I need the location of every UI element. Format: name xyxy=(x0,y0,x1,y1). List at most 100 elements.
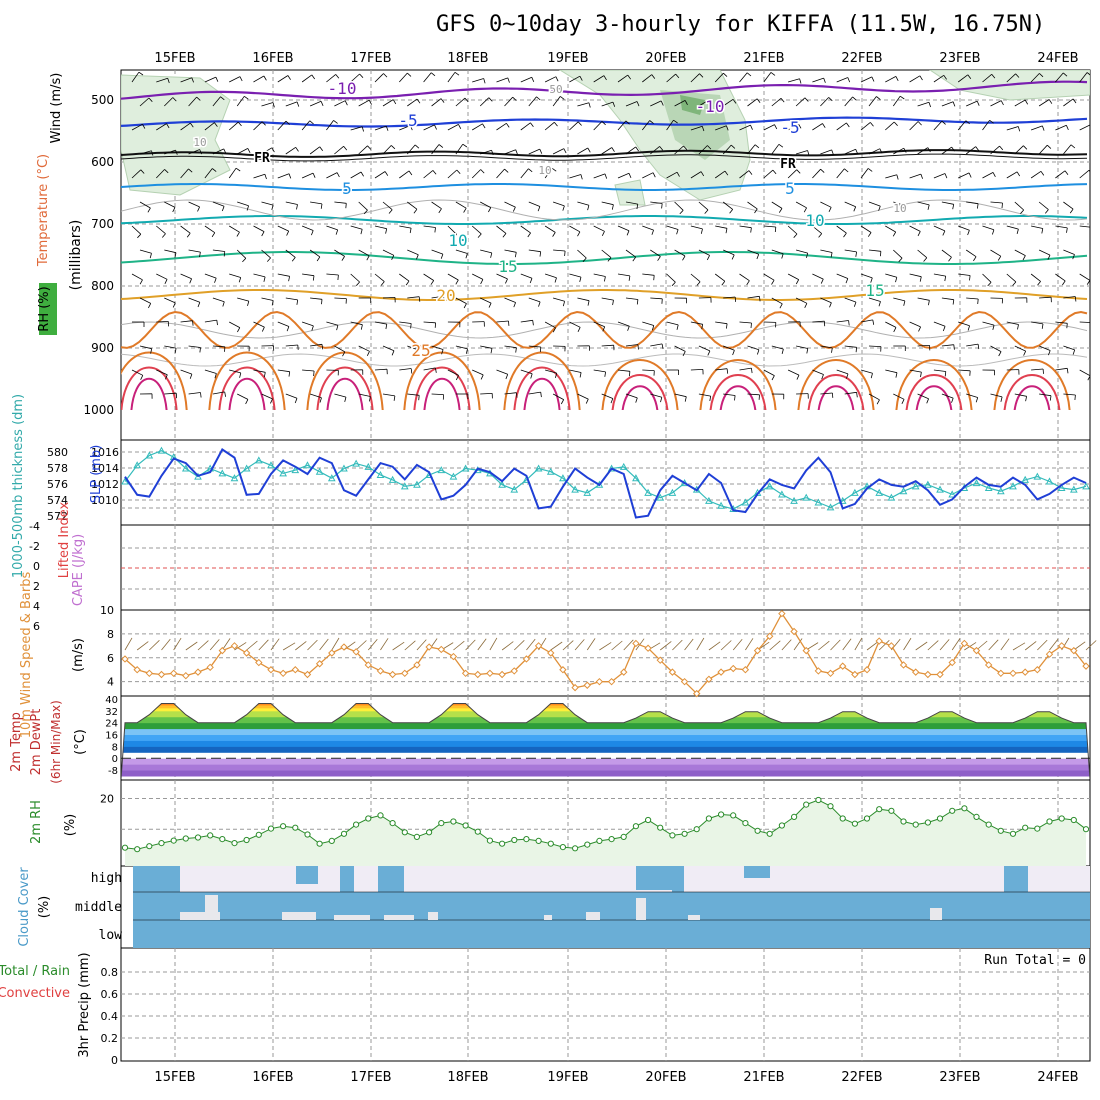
wind10m-point xyxy=(1082,662,1090,670)
wind10m-point xyxy=(656,656,664,664)
wind10m-point xyxy=(680,677,689,686)
rh2m-panel xyxy=(121,796,1090,866)
wind-barb xyxy=(285,146,296,155)
wind-barb xyxy=(730,144,736,149)
wind-barb xyxy=(316,256,321,262)
rh2m-point xyxy=(791,813,798,821)
contour-label: 10 xyxy=(893,202,906,215)
thickness-point xyxy=(218,469,227,477)
wind-barb xyxy=(977,344,980,350)
wind-barb xyxy=(820,97,829,107)
rh2m-point xyxy=(426,829,433,836)
cloud-level-label: low xyxy=(99,928,123,943)
wind-barb xyxy=(671,281,676,287)
wind-barb xyxy=(385,324,388,330)
ylabel-temp2m: 2m Temp xyxy=(9,712,24,772)
wind-barb xyxy=(277,173,290,179)
slp-tick-label: 1016 xyxy=(91,446,119,459)
rh2m-point xyxy=(754,827,761,834)
wind-barb xyxy=(142,124,146,129)
wind-barb xyxy=(538,301,541,307)
wind-barb xyxy=(848,320,850,326)
wind-barb xyxy=(432,170,437,175)
freezing-level xyxy=(121,153,1088,162)
wind-barb xyxy=(156,77,168,83)
wind10m-barb xyxy=(136,641,149,651)
wind-barb xyxy=(140,375,144,380)
wind10m-tick-label: 4 xyxy=(107,676,114,689)
wind-barb xyxy=(990,145,1000,155)
wind-barb xyxy=(504,201,516,208)
wind-barb xyxy=(188,297,200,303)
wind-barb xyxy=(1072,349,1076,355)
wind-barb xyxy=(674,100,686,107)
thickness-point xyxy=(924,480,932,488)
wind-barb xyxy=(763,225,776,228)
wind-barb xyxy=(714,72,724,83)
wind-barb xyxy=(878,205,881,211)
wind-barb xyxy=(876,96,881,100)
wind-barb xyxy=(532,320,534,326)
wind-barb xyxy=(569,121,579,131)
wind-barb xyxy=(941,297,954,301)
wind-barb xyxy=(682,255,686,261)
wind-barb xyxy=(706,255,710,261)
wind-barb xyxy=(423,124,435,131)
wind-barb xyxy=(642,74,653,83)
wind-barb xyxy=(1038,144,1048,155)
precip-tick-label: 0.4 xyxy=(101,1010,119,1023)
wind-barb xyxy=(1006,171,1018,179)
wind-barb xyxy=(520,273,533,279)
cloud-mid-gap xyxy=(205,895,218,920)
rh2m-point xyxy=(851,820,859,827)
wind-barb xyxy=(431,295,444,299)
wind-barb xyxy=(944,371,947,377)
ylabel-pressure: (millibars) xyxy=(68,220,84,291)
wind-barb xyxy=(204,168,213,179)
wind-barb xyxy=(382,145,392,155)
wind-barb xyxy=(1049,395,1052,401)
wind10m-point xyxy=(303,670,312,679)
wind-barb xyxy=(601,201,614,206)
wind-barb xyxy=(587,205,590,211)
wind-barb xyxy=(382,297,396,299)
rh2m-point xyxy=(316,840,323,847)
thickness-point xyxy=(267,461,275,469)
wind10m-point xyxy=(401,669,409,678)
wind-barb xyxy=(431,144,440,155)
wind-barb xyxy=(650,297,663,300)
wind10m-point xyxy=(133,666,141,674)
wind-barb xyxy=(406,144,416,155)
wind-barb xyxy=(319,397,322,403)
wind-barb xyxy=(239,372,242,378)
thickness-point xyxy=(899,487,908,495)
wind10m-point xyxy=(1070,646,1078,655)
wind-barb xyxy=(222,301,225,307)
wind-barb xyxy=(261,201,274,206)
wind-barb xyxy=(465,348,468,354)
wind-barb xyxy=(604,173,608,179)
date-label-bottom: 19FEB xyxy=(547,1070,588,1085)
wind-barb xyxy=(137,233,142,239)
cloud-level-label: high xyxy=(91,871,122,886)
wind-barb xyxy=(1079,124,1090,131)
wind-barb xyxy=(844,201,856,208)
wind10m-barb xyxy=(599,642,612,651)
wind-barb xyxy=(156,123,167,131)
wind-barb xyxy=(593,321,605,328)
wind-barb xyxy=(458,124,462,129)
isotherm-minus5 xyxy=(121,116,1088,128)
wind-barb xyxy=(666,321,679,326)
wind-barb xyxy=(698,345,711,352)
wind-barb xyxy=(868,297,881,302)
wind-barb xyxy=(369,396,371,402)
wind-barb xyxy=(751,368,753,374)
wind-barb xyxy=(933,74,945,83)
rh-tick-label: 20 xyxy=(100,792,114,805)
wind-barb xyxy=(975,146,980,151)
wind-barb xyxy=(190,122,194,128)
rh2m-point xyxy=(596,837,603,845)
thickness-point xyxy=(303,461,312,469)
wind-barb xyxy=(131,71,140,83)
wind-barb xyxy=(515,149,518,155)
